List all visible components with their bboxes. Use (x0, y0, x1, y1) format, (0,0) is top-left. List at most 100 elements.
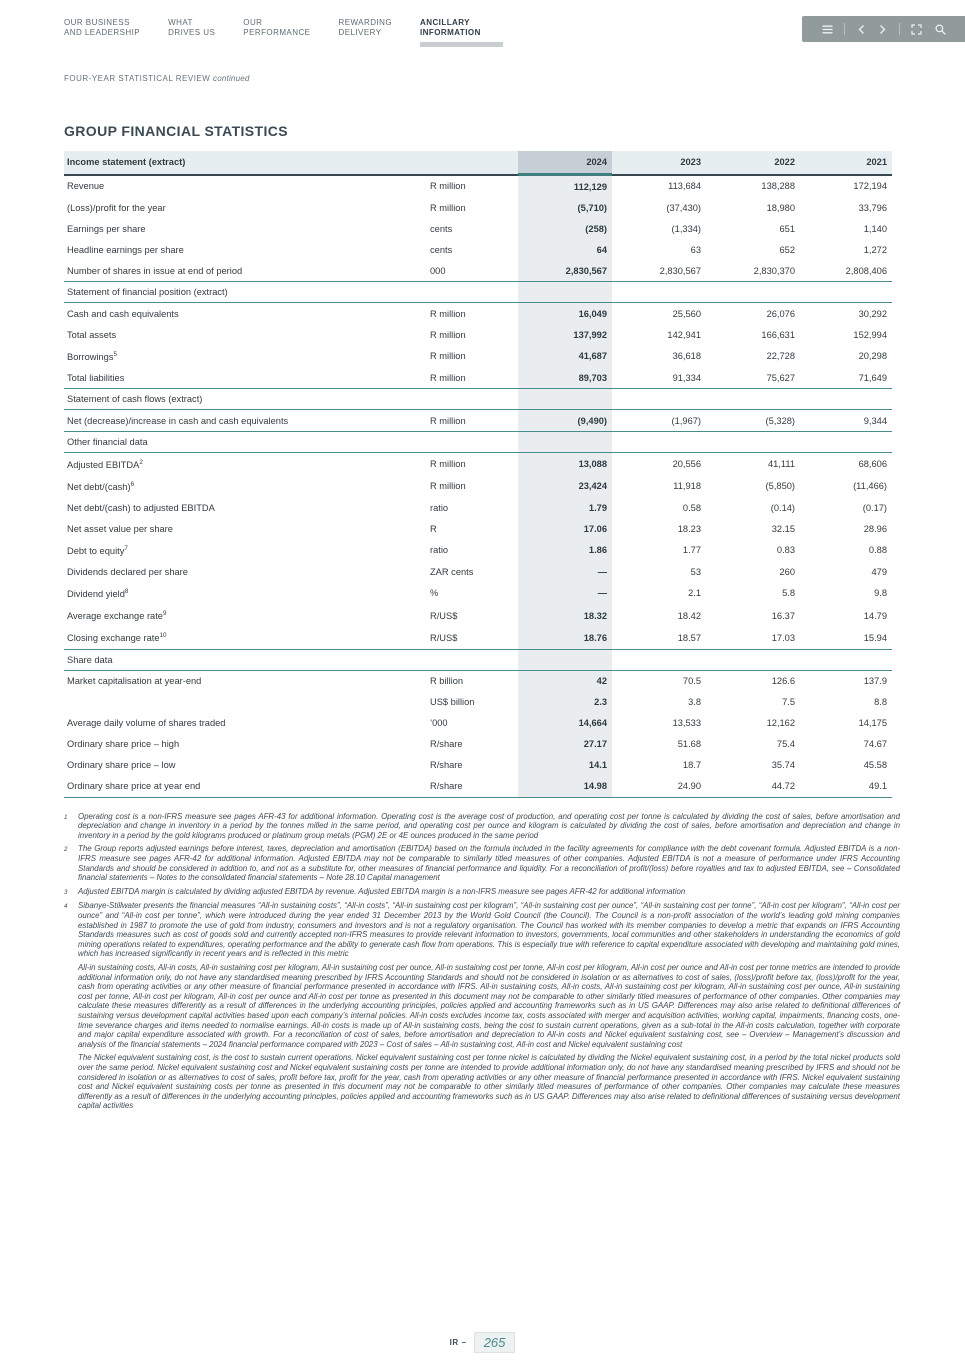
value-2024: (5,710) (518, 197, 613, 218)
value-2024: 89,703 (518, 367, 613, 389)
table-row: Total liabilities R million 89,703 91,334 75… (64, 367, 892, 389)
value-2022: 2,830,370 (753, 265, 796, 276)
value-2022: 18,980 (766, 202, 796, 213)
value-2024: — (518, 582, 613, 605)
value-2024: 41,687 (518, 345, 613, 368)
value-2024: 27.17 (518, 733, 613, 755)
breadcrumb: FOUR-YEAR STATISTICAL REVIEW continued (64, 74, 901, 83)
value-2022: 22,728 (766, 351, 796, 362)
value-2024: 112,129 (518, 174, 613, 197)
value-2023: 18.57 (677, 632, 702, 643)
value-2022: 17.03 (771, 632, 796, 643)
row-label: Dividends declared per share (67, 566, 188, 577)
nav-item-our-performance[interactable]: OUR PERFORMANCE (243, 18, 310, 47)
table-section-title: Income statement (extract) (64, 151, 519, 176)
row-unit: R (430, 523, 437, 534)
nav-item-label: ANCILLARY (420, 18, 470, 27)
footnote: All-in sustaining costs, All-in costs, A… (64, 963, 900, 1049)
nav-item-label: WHAT (168, 18, 193, 27)
value-2021: 28.96 (863, 523, 888, 534)
menu-icon[interactable] (821, 23, 834, 36)
value-2023: 24.90 (677, 781, 702, 792)
row-unit: 000 (430, 265, 446, 276)
section-label: Other financial data (64, 431, 519, 454)
nav-item-what-drives-us[interactable]: WHAT DRIVES US (168, 18, 215, 47)
row-label: Ordinary share price at year end (67, 781, 201, 792)
value-2024: 23,424 (518, 475, 613, 498)
value-2021: 137.9 (863, 676, 888, 687)
value-2023: 11,918 (673, 481, 702, 492)
nav-item-label: INFORMATION (420, 28, 481, 37)
nav-item-label: OUR BUSINESS (64, 18, 130, 27)
nav-item-our-business-and-leadership[interactable]: OUR BUSINESS AND LEADERSHIP (64, 18, 140, 47)
value-2023: 13,533 (672, 718, 702, 729)
value-2021: (11,466) (853, 481, 888, 492)
value-2021: 20,298 (858, 351, 888, 362)
value-2021: 9.8 (874, 588, 888, 599)
table-row: Ordinary share price – low R/share 14.1 18.… (64, 754, 892, 776)
nav-item-rewarding-delivery[interactable]: REWARDING DELIVERY (338, 18, 392, 47)
chevron-left-icon[interactable] (856, 23, 867, 36)
table-section-row: Statement of cash flows (extract) (64, 388, 893, 411)
main-content: GROUP FINANCIAL STATISTICS Income statem… (64, 123, 901, 1111)
expand-icon[interactable] (910, 23, 923, 36)
table-row: Ordinary share price at year end R/share 1… (64, 775, 892, 798)
value-2024: 14.98 (518, 775, 613, 798)
footnote-text: Operating cost is a non-IFRS measure see… (78, 811, 900, 840)
value-2024: 16,049 (518, 302, 613, 324)
row-unit: cents (430, 223, 453, 234)
row-unit: R million (430, 181, 466, 192)
table-row: Number of shares in issue at end of peri… (64, 260, 892, 282)
table-section-row: Share data (64, 648, 893, 671)
row-label: Net debt/(cash)6 (67, 480, 135, 492)
value-2021: 1,272 (863, 244, 888, 255)
value-2024: 14,664 (518, 712, 613, 734)
nav-item-ancillary-information[interactable]: ANCILLARY INFORMATION (420, 18, 481, 47)
search-icon[interactable] (934, 23, 947, 36)
row-unit: US$ billion (430, 697, 475, 708)
section-label: Statement of financial position (extract… (64, 281, 519, 303)
row-label: Average daily volume of shares traded (67, 718, 226, 729)
table-row: Net asset value per share R 17.06 18.23 32.1… (64, 518, 892, 540)
section-cell (612, 388, 707, 411)
value-2022: 5.8 (782, 588, 796, 599)
table-section-row: Statement of financial position (extract… (64, 281, 893, 303)
value-2022: 12,162 (766, 718, 796, 729)
section-cell (800, 648, 893, 671)
row-unit: R million (430, 202, 466, 213)
value-2022: 75.4 (776, 739, 796, 750)
value-2024: 137,992 (518, 324, 613, 345)
section-cell (518, 648, 613, 671)
table-row: Earnings per share cents (258) (1,334) 651 1,… (64, 218, 892, 239)
row-unit: R million (430, 308, 466, 319)
value-2023: 142,941 (667, 329, 702, 340)
table-row: Net debt/(cash) to adjusted EBITDA ratio 1… (64, 497, 892, 519)
footnote: 4 Sibanye-Stillwater presents the financi… (64, 901, 900, 959)
value-2022: 166,631 (761, 329, 796, 340)
value-2022: 41,111 (767, 459, 796, 470)
table-row: Dividends declared per share ZAR cents — 53… (64, 561, 892, 583)
value-2021: 1,140 (863, 223, 888, 234)
table-row: Total assets R million 137,992 142,941 166,6… (64, 324, 892, 345)
row-label: Total assets (67, 329, 117, 340)
section-cell (518, 388, 613, 411)
footnote-text: The Nickel equivalent sustaining cost, i… (78, 1053, 900, 1111)
toolbar-divider (844, 23, 845, 35)
value-2022: 138,288 (761, 181, 796, 192)
value-2024: 1.79 (518, 497, 613, 519)
value-2023: 18.23 (677, 523, 702, 534)
value-2021: 15.94 (863, 632, 888, 643)
row-unit: ratio (430, 545, 449, 556)
value-2023: (1,967) (671, 415, 702, 426)
row-unit: R million (430, 481, 466, 492)
group-financial-statistics-table: Income statement (extract) 2024 2023 2022 20… (64, 151, 893, 798)
value-2021: (0.17) (862, 502, 888, 513)
footnote-marker (64, 1053, 78, 1111)
table-row: Cash and cash equivalents R million 16,049… (64, 302, 892, 324)
breadcrumb-suffix: continued (213, 74, 250, 83)
row-label: Earnings per share (67, 223, 146, 234)
chevron-right-icon[interactable] (877, 23, 888, 36)
section-cell (706, 388, 801, 411)
value-2022: (0.14) (770, 502, 796, 513)
